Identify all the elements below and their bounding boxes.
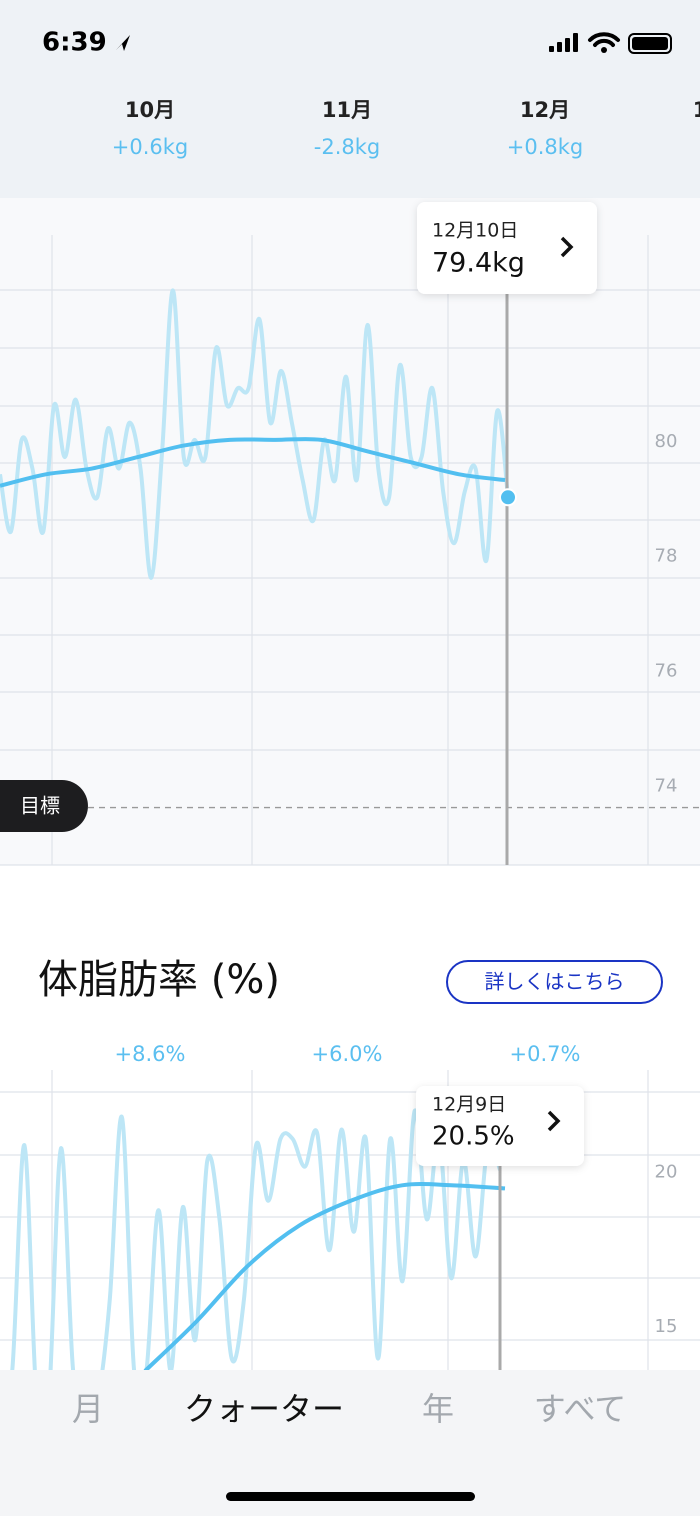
- month-label: 11月: [322, 98, 372, 122]
- wifi-icon: [588, 32, 620, 47]
- y-tick-label: 15: [655, 1316, 678, 1337]
- body-fat-tooltip[interactable]: 12月9日 20.5%: [416, 1086, 584, 1166]
- month-delta: +0.8kg: [507, 135, 583, 159]
- month-label: 1: [693, 98, 700, 122]
- header-bg: [0, 0, 700, 198]
- y-tick-label: 74: [655, 776, 678, 797]
- month-delta: -2.8kg: [314, 135, 380, 159]
- details-button[interactable]: [446, 960, 663, 1004]
- weight-tooltip[interactable]: 12月10日 79.4kg: [417, 202, 597, 294]
- raw-body-fat-line: [10, 1108, 502, 1370]
- y-tick-label: 76: [655, 661, 678, 682]
- tab[interactable]: 年: [422, 1390, 454, 1428]
- tooltip-value: 79.4kg: [432, 248, 525, 279]
- tooltip-date: 12月9日: [432, 1094, 506, 1116]
- tab[interactable]: すべて: [534, 1390, 626, 1428]
- goal-badge: 目標: [0, 780, 88, 832]
- tooltip-date: 12月10日: [432, 220, 518, 242]
- tab[interactable]: 月: [72, 1390, 104, 1428]
- weight-trend-line: [0, 436, 506, 488]
- weight-grid: [0, 235, 700, 866]
- section-title: 体脂肪率 (%): [38, 957, 280, 1003]
- tab[interactable]: クォーター: [184, 1390, 344, 1428]
- month-label: 12月: [520, 98, 570, 122]
- signal-icon: [549, 33, 578, 52]
- goal-label: 目標: [20, 794, 60, 818]
- body-fat-plot: [10, 1108, 506, 1370]
- body-fat-trend-line: [143, 1182, 506, 1370]
- weight-plot: [0, 288, 700, 809]
- y-tick-label: 78: [655, 546, 678, 567]
- period-delta: +8.6%: [115, 1042, 186, 1066]
- weight-chart-bg: [0, 198, 700, 865]
- tooltip-value: 20.5%: [432, 1122, 515, 1152]
- details-button-label[interactable]: 詳しくはこちら: [485, 970, 625, 994]
- time: 6:39: [42, 28, 107, 58]
- month-label: 10月: [125, 98, 175, 122]
- period-delta: +0.7%: [510, 1042, 581, 1066]
- location-icon: [116, 35, 130, 51]
- period-delta: +6.0%: [312, 1042, 383, 1066]
- wifi-dot: [601, 47, 607, 53]
- y-tick-label: 20: [655, 1161, 678, 1182]
- tab-bar: [0, 1370, 700, 1516]
- y-tick-label: 80: [655, 431, 678, 452]
- home-indicator: [226, 1492, 475, 1501]
- battery-icon: [628, 33, 672, 54]
- month-delta: +0.6kg: [112, 135, 188, 159]
- selected-point: [499, 488, 517, 507]
- battery-level: [632, 37, 668, 50]
